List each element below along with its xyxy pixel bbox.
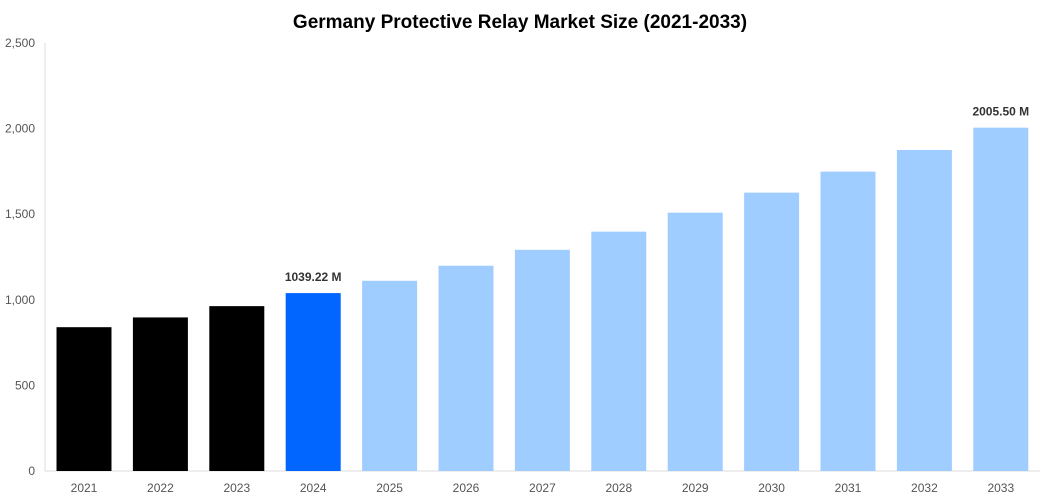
y-tick-label: 2,000	[5, 122, 35, 136]
x-tick-label: 2026	[453, 481, 480, 495]
x-tick-label: 2031	[835, 481, 862, 495]
bar-2032	[896, 150, 952, 471]
data-label: 2005.50 M	[972, 105, 1029, 119]
bar-2022	[132, 317, 188, 471]
x-tick-label: 2029	[682, 481, 709, 495]
chart-title: Germany Protective Relay Market Size (20…	[293, 12, 747, 33]
x-tick-label: 2023	[223, 481, 250, 495]
x-tick-label: 2021	[71, 481, 98, 495]
y-tick-label: 2,500	[5, 36, 35, 50]
y-tick-label: 1,500	[5, 207, 35, 221]
x-tick-label: 2033	[987, 481, 1014, 495]
data-label: 1039.22 M	[285, 270, 342, 284]
bar-2021	[56, 327, 112, 471]
y-tick-label: 0	[28, 464, 35, 478]
bar-2027	[514, 249, 570, 471]
x-tick-label: 2032	[911, 481, 938, 495]
bar-2033	[973, 127, 1029, 472]
bar-2031	[820, 171, 876, 471]
x-tick-label: 2024	[300, 481, 327, 495]
bar-2029	[667, 212, 723, 472]
x-tick-label: 2025	[376, 481, 403, 495]
bar-2030	[744, 192, 800, 472]
x-tick-label: 2027	[529, 481, 556, 495]
x-tick-label: 2022	[147, 481, 174, 495]
bar-2026	[438, 265, 494, 471]
bar-2024	[285, 293, 341, 471]
x-tick-label: 2030	[758, 481, 785, 495]
y-tick-label: 500	[15, 378, 35, 392]
bar-2025	[362, 280, 418, 471]
y-tick-label: 1,000	[5, 293, 35, 307]
x-tick-label: 2028	[605, 481, 632, 495]
bar-2028	[591, 231, 647, 471]
bar-2023	[209, 306, 265, 471]
